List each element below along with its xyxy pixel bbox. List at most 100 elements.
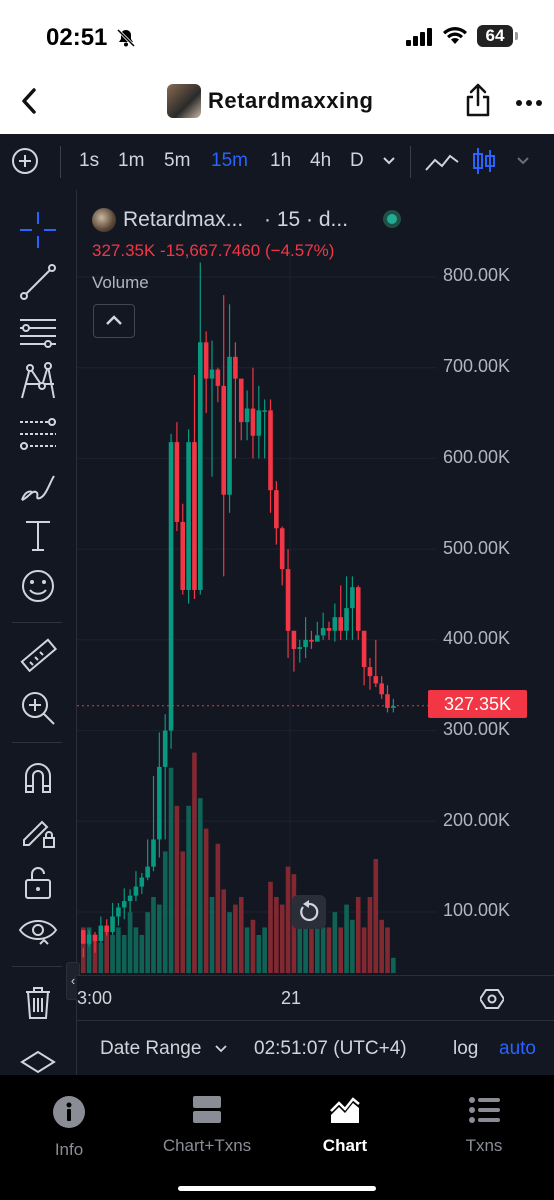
text-tool-icon[interactable] xyxy=(18,516,58,556)
visibility-eye-icon[interactable] xyxy=(18,912,58,952)
unlock-icon[interactable] xyxy=(18,862,58,902)
volume-bar xyxy=(350,919,355,973)
battery-indicator: 64 xyxy=(477,25,518,47)
fibonacci-icon[interactable] xyxy=(18,414,58,454)
line-chart-type-icon[interactable] xyxy=(424,148,460,174)
volume-bar xyxy=(256,935,262,973)
pattern-tool-icon[interactable] xyxy=(18,362,58,402)
timeframe-1h[interactable]: 1h xyxy=(270,150,292,171)
reset-chart-button[interactable] xyxy=(292,895,326,929)
zoom-in-icon[interactable] xyxy=(18,688,58,728)
magnet-icon[interactable] xyxy=(18,758,58,798)
volume-bar xyxy=(279,904,285,973)
timeframe-1m[interactable]: 1m xyxy=(118,150,145,171)
reset-arrow-icon xyxy=(300,900,319,922)
candlestick-chart-type-icon[interactable] xyxy=(472,146,496,176)
bell-muted-icon xyxy=(116,28,136,48)
candle-body xyxy=(279,528,285,570)
volume-bar xyxy=(215,843,221,973)
log-scale-toggle[interactable]: log xyxy=(453,1038,479,1059)
candle-body xyxy=(116,907,121,917)
tab-chart-txns[interactable]: Chart+Txns xyxy=(138,1095,276,1156)
candle-body xyxy=(198,342,203,590)
auto-scale-toggle[interactable]: auto xyxy=(499,1038,536,1059)
trash-icon[interactable] xyxy=(18,982,58,1022)
crosshair-icon[interactable] xyxy=(18,210,58,250)
brush-icon[interactable] xyxy=(18,466,58,506)
candle-body xyxy=(315,635,320,642)
layers-icon[interactable] xyxy=(18,1046,58,1086)
candle-body xyxy=(291,630,297,649)
collapse-legend-button[interactable] xyxy=(93,304,135,338)
more-options-icon[interactable] xyxy=(516,99,542,107)
horizontal-lines-icon[interactable] xyxy=(18,312,58,352)
candle-body xyxy=(186,442,191,590)
volume-bar xyxy=(373,859,379,973)
volume-bar xyxy=(326,927,332,973)
lock-drawing-icon[interactable] xyxy=(18,810,58,850)
trend-line-icon[interactable] xyxy=(18,262,58,302)
candle-body xyxy=(151,839,156,867)
candle-body xyxy=(192,442,197,590)
drawing-tools-sidebar xyxy=(0,190,77,1075)
date-range-button[interactable]: Date Range xyxy=(100,1038,202,1059)
sidebar-divider xyxy=(12,622,62,623)
toolbar-divider xyxy=(60,146,61,178)
volume-bar xyxy=(344,904,349,973)
candle-body xyxy=(367,667,373,677)
candle-body xyxy=(373,676,379,684)
symbol-logo xyxy=(92,208,116,232)
candle-body xyxy=(355,587,361,631)
candle-body xyxy=(92,934,98,942)
tab-txns[interactable]: Txns xyxy=(415,1095,553,1156)
tab-info[interactable]: Info xyxy=(0,1095,138,1160)
timezone-clock[interactable]: 02:51:07 (UTC+4) xyxy=(254,1038,407,1059)
back-chevron-icon[interactable] xyxy=(18,86,40,116)
candle-body xyxy=(244,408,250,423)
candle-body xyxy=(168,442,174,731)
volume-bar xyxy=(151,897,156,973)
volume-bar xyxy=(162,851,168,973)
candle-body xyxy=(361,630,367,668)
chart-settings-icon[interactable] xyxy=(480,987,504,1011)
tab-chart[interactable]: Chart xyxy=(276,1095,414,1156)
ruler-icon[interactable] xyxy=(18,636,58,676)
share-icon[interactable] xyxy=(464,83,492,117)
chart-type-chevron-down-icon[interactable] xyxy=(516,156,530,166)
volume-bar xyxy=(145,912,150,973)
add-indicator-icon[interactable] xyxy=(12,148,38,174)
symbol-name[interactable]: Retardmax... xyxy=(123,208,244,231)
volume-bar xyxy=(133,927,139,973)
candle-body xyxy=(221,385,226,495)
volume-bar xyxy=(309,927,314,973)
candle-body xyxy=(227,356,232,495)
timeframe-5m[interactable]: 5m xyxy=(164,150,191,171)
volume-bar xyxy=(262,927,267,973)
timeframe-d[interactable]: D xyxy=(350,150,364,171)
volume-indicator-label[interactable]: Volume xyxy=(92,273,149,292)
volume-bar xyxy=(92,935,98,973)
volume-bar xyxy=(168,767,174,973)
timeframe-4h[interactable]: 4h xyxy=(310,150,332,171)
candle-body xyxy=(262,410,267,412)
emoji-icon[interactable] xyxy=(18,566,58,606)
volume-bar xyxy=(238,897,244,973)
candle-body xyxy=(215,369,221,386)
volume-bar xyxy=(303,912,308,973)
chart-area[interactable]: Retardmax... · 15 · d... 327.35K -15,667… xyxy=(77,190,554,975)
timeframe-chevron-down-icon[interactable] xyxy=(382,156,396,166)
candle-body xyxy=(344,608,349,631)
candlestick-chart[interactable] xyxy=(77,190,554,975)
candle-body xyxy=(98,925,104,942)
date-range-chevron-down-icon[interactable] xyxy=(215,1044,227,1053)
price-change-readout: 327.35K -15,667.7460 (−4.57%) xyxy=(92,241,335,260)
timeframe-1s[interactable]: 1s xyxy=(79,150,100,171)
candle-body xyxy=(121,901,127,908)
chevron-up-icon xyxy=(106,315,122,325)
timeframe-15m[interactable]: 15m xyxy=(211,150,248,171)
volume-bar xyxy=(192,752,197,973)
chart-toolbar: 1s 1m 5m 15m 1h 4h D xyxy=(0,134,554,191)
wifi-icon xyxy=(443,27,467,44)
sidebar-divider xyxy=(12,966,62,967)
volume-bar xyxy=(355,897,361,973)
